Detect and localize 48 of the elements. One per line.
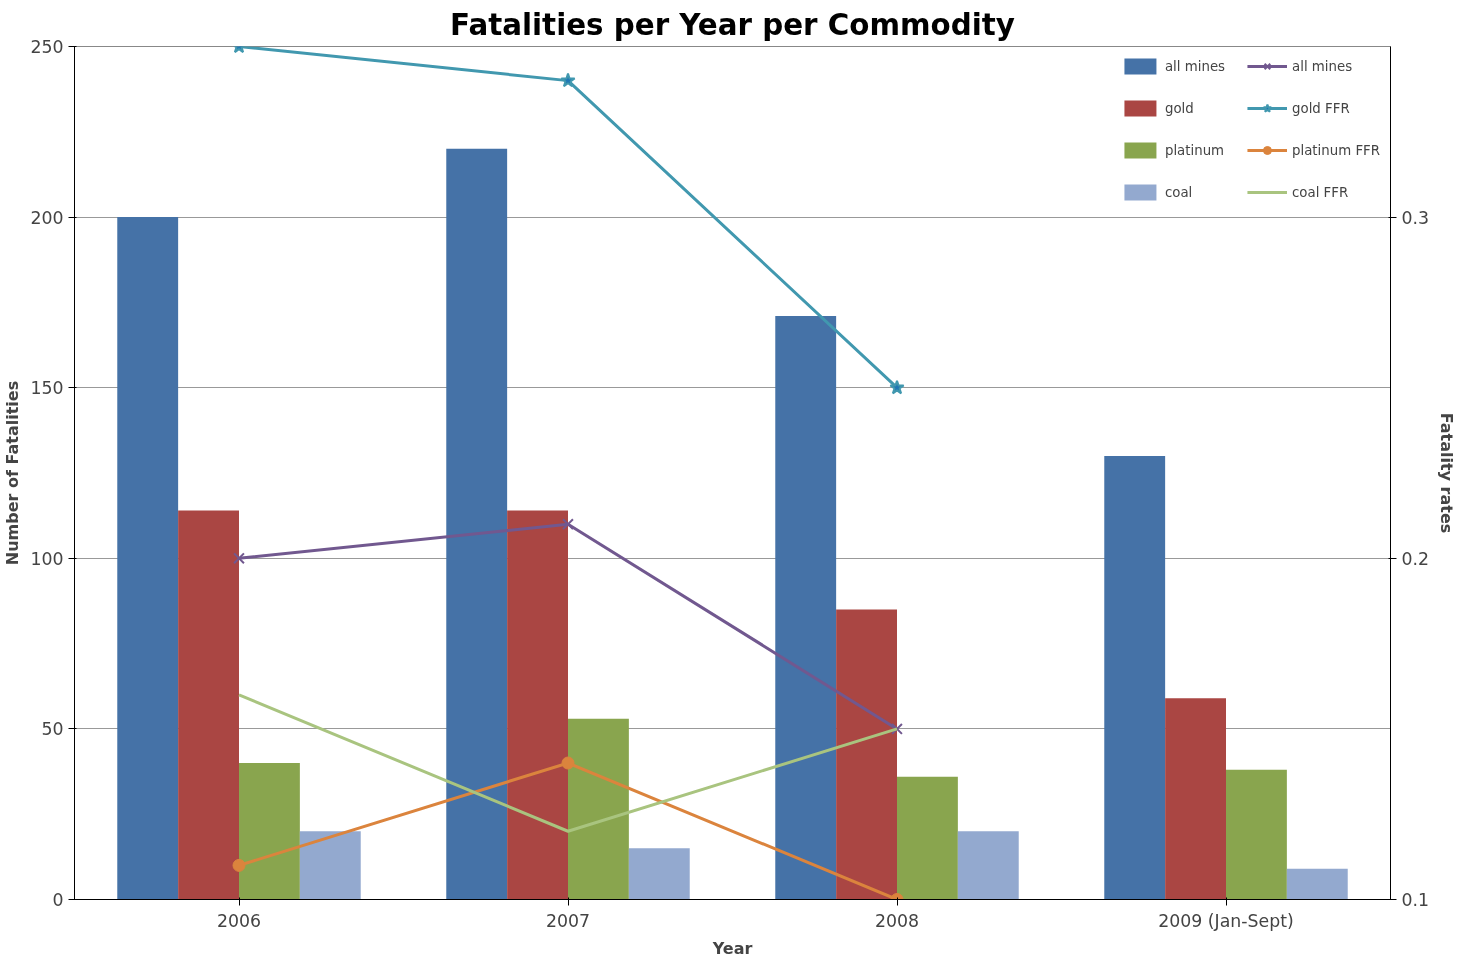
bar	[775, 316, 837, 900]
legend-label: coal	[1164, 184, 1193, 200]
bar	[299, 831, 361, 900]
legend-label: all mines	[1292, 58, 1353, 74]
y-tick-label: 0	[52, 890, 64, 910]
x-tick-label: 2007	[545, 910, 591, 931]
bar	[507, 510, 568, 900]
x-tick-label: 2009 (Jan-Sept)	[1158, 910, 1294, 931]
bar	[1286, 868, 1348, 900]
bar	[446, 148, 508, 900]
bar	[1165, 698, 1226, 900]
legend-label: gold FFR	[1292, 100, 1350, 116]
y-tick-label: 50	[41, 719, 64, 740]
legend-label: platinum FFR	[1292, 142, 1380, 158]
bar	[1104, 455, 1166, 900]
legend-label: all mines	[1164, 58, 1226, 74]
y2-axis-title: Fatality rates	[1437, 412, 1457, 534]
y2-tick-label: 0.3	[1401, 207, 1430, 228]
point	[232, 858, 246, 872]
bar	[239, 763, 300, 900]
y-tick-label: 250	[30, 37, 64, 57]
bar	[957, 831, 1019, 900]
y2-tick-label: 0.2	[1401, 548, 1430, 569]
x-tick-label: 2006	[216, 910, 262, 931]
bar	[1226, 769, 1287, 900]
bar	[897, 776, 958, 900]
point	[560, 72, 576, 88]
bar	[178, 510, 239, 900]
point	[561, 756, 575, 770]
point	[891, 722, 903, 735]
y-tick-label: 150	[30, 378, 64, 399]
legend-label: coal FFR	[1292, 184, 1349, 200]
y-axis-title: Number of Fatalities	[3, 380, 23, 566]
x-tick-label: 2008	[874, 910, 920, 931]
bar	[117, 217, 179, 900]
y-tick-label: 100	[30, 548, 64, 569]
bar	[628, 848, 690, 900]
legend-label: platinum	[1164, 142, 1225, 158]
point	[562, 518, 574, 531]
bar	[568, 718, 629, 900]
legend-label: gold	[1164, 100, 1194, 116]
chart-title: Fatalities per Year per Commodity	[450, 7, 1015, 42]
point	[233, 552, 245, 565]
y-tick-label: 200	[30, 207, 64, 228]
bar	[836, 609, 897, 900]
point	[889, 379, 905, 395]
x-axis-title: Year	[711, 938, 753, 958]
y2-tick-label: 0.1	[1401, 890, 1430, 910]
